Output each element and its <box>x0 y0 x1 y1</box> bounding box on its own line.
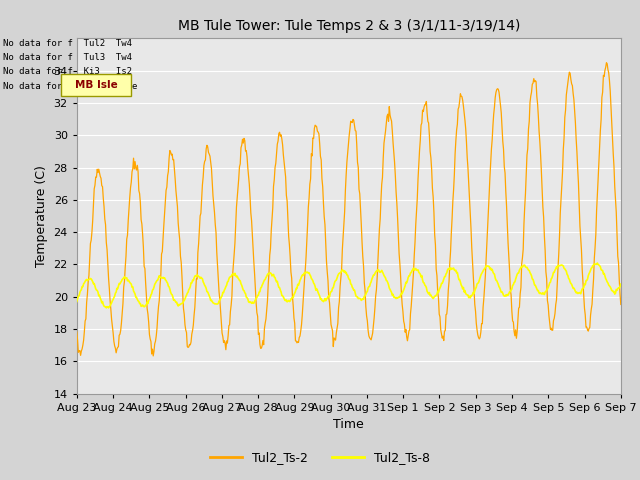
Y-axis label: Temperature (C): Temperature (C) <box>35 165 48 267</box>
Text: No data for f  LM3   Isle: No data for f LM3 Isle <box>3 82 138 91</box>
Text: No data for f  Tul3  Tw4: No data for f Tul3 Tw4 <box>3 53 132 62</box>
Legend: Tul2_Ts-2, Tul2_Ts-8: Tul2_Ts-2, Tul2_Ts-8 <box>205 446 435 469</box>
X-axis label: Time: Time <box>333 418 364 431</box>
Title: MB Tule Tower: Tule Temps 2 & 3 (3/1/11-3/19/14): MB Tule Tower: Tule Temps 2 & 3 (3/1/11-… <box>178 19 520 33</box>
Text: No data for f  Tul2  Tw4: No data for f Tul2 Tw4 <box>3 38 132 48</box>
Text: MB Isle: MB Isle <box>75 80 117 90</box>
Text: No data for f  Ki3   Is2: No data for f Ki3 Is2 <box>3 67 132 76</box>
